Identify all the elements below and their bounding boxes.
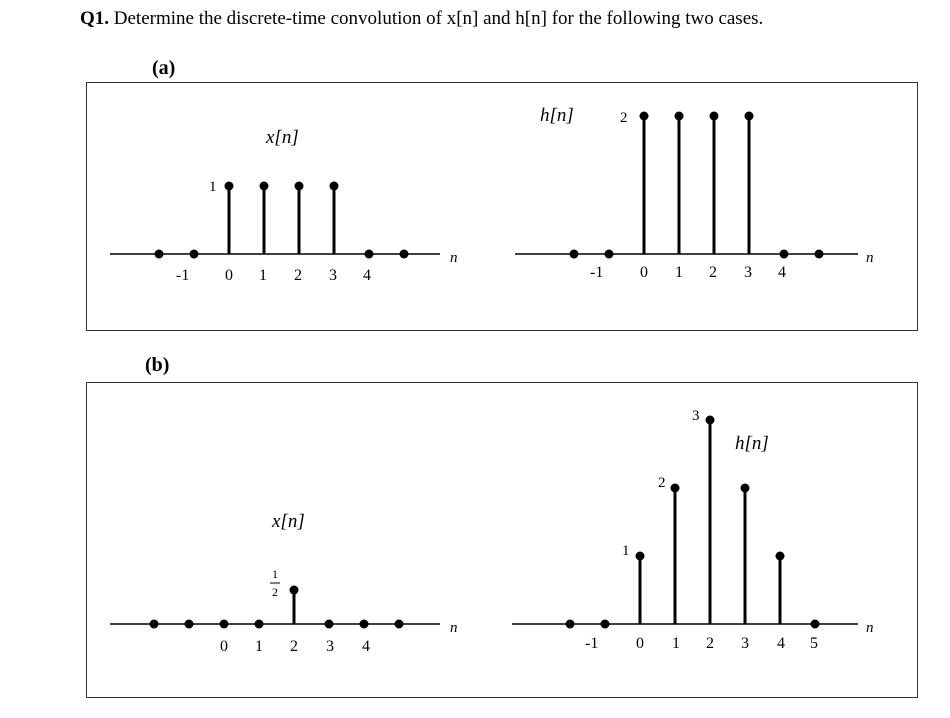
- tick-label: 2: [290, 638, 298, 655]
- axis-variable: n: [450, 250, 458, 266]
- value-label: 3: [692, 408, 700, 424]
- part-a-label: (a): [152, 57, 176, 79]
- tick-label: 4: [777, 635, 785, 652]
- stem-point: [709, 111, 719, 121]
- stem-point: [744, 111, 754, 121]
- stem-point: [184, 619, 194, 629]
- question-body: Determine the discrete-time convolution …: [113, 8, 764, 29]
- stem-point: [289, 585, 299, 595]
- stem-point: [705, 415, 715, 425]
- tick-label: -1: [590, 264, 603, 281]
- stem-point: [565, 619, 575, 629]
- tick-label: -1: [176, 267, 189, 284]
- value-label: 1: [622, 543, 630, 559]
- plot-a-x: x[n] n 1 -1 0 1 2 3 4: [110, 127, 458, 284]
- tick-label: -1: [585, 635, 598, 652]
- stem-point: [324, 619, 334, 629]
- value-label-numerator: 1: [272, 567, 278, 581]
- stem-point: [569, 249, 579, 259]
- tick-label: 2: [709, 264, 717, 281]
- tick-label: 4: [363, 267, 371, 284]
- tick-label: 0: [640, 264, 648, 281]
- tick-label: 0: [220, 638, 228, 655]
- stem-point: [775, 551, 785, 561]
- axis-variable: n: [450, 620, 458, 636]
- plot-a-h: h[n] n 2 -1 0 1 2 3 4: [515, 105, 874, 281]
- stem-point: [604, 249, 614, 259]
- stem-point: [294, 181, 304, 191]
- axis-variable: n: [866, 250, 874, 266]
- stem-point: [674, 111, 684, 121]
- tick-label: 3: [744, 264, 752, 281]
- tick-label: 0: [225, 267, 233, 284]
- part-b-label: (b): [145, 354, 170, 376]
- stem-point: [219, 619, 229, 629]
- plot-b-h: h[n] n 1 2 3 -1 0 1 2 3 4 5: [512, 408, 874, 652]
- stem-point: [364, 249, 374, 259]
- tick-label: 2: [294, 267, 302, 284]
- stem-point: [394, 619, 404, 629]
- value-label: 1: [209, 179, 217, 195]
- stem-point: [149, 619, 159, 629]
- stem-point: [254, 619, 264, 629]
- stem-point: [399, 249, 409, 259]
- tick-label: 2: [706, 635, 714, 652]
- tick-label: 0: [636, 635, 644, 652]
- stem-point: [639, 111, 649, 121]
- tick-label: 5: [810, 635, 818, 652]
- stem-point: [635, 551, 645, 561]
- value-label: 2: [658, 475, 666, 491]
- plot-title: h[n]: [735, 433, 769, 454]
- stem-point: [189, 249, 199, 259]
- stem-point: [259, 181, 269, 191]
- stem-point: [670, 483, 680, 493]
- tick-label: 4: [778, 264, 786, 281]
- stem-point: [224, 181, 234, 191]
- stem-point: [810, 619, 820, 629]
- panel-a: [86, 82, 918, 331]
- value-label-denominator: 2: [272, 585, 278, 599]
- stem-point: [779, 249, 789, 259]
- stem-point: [814, 249, 824, 259]
- stem-point: [600, 619, 610, 629]
- tick-label: 1: [255, 638, 263, 655]
- tick-label: 3: [326, 638, 334, 655]
- stem-point: [154, 249, 164, 259]
- tick-label: 3: [329, 267, 337, 284]
- question-number: Q1.: [80, 8, 110, 29]
- question-text: Q1. Determine the discrete-time convolut…: [80, 8, 763, 30]
- axis-variable: n: [866, 620, 874, 636]
- stem-point: [359, 619, 369, 629]
- stem-point: [740, 483, 750, 493]
- plot-title: x[n]: [265, 127, 299, 148]
- plot-title: h[n]: [540, 105, 574, 126]
- tick-label: 1: [675, 264, 683, 281]
- stem-point: [329, 181, 339, 191]
- plot-b-x: x[n] n 1 2 0 1 2 3 4: [110, 511, 458, 655]
- tick-label: 4: [362, 638, 370, 655]
- tick-label: 1: [259, 267, 267, 284]
- tick-label: 3: [741, 635, 749, 652]
- plot-title: x[n]: [271, 511, 305, 532]
- panel-b: [86, 382, 918, 698]
- tick-label: 1: [672, 635, 680, 652]
- value-label: 2: [620, 110, 628, 126]
